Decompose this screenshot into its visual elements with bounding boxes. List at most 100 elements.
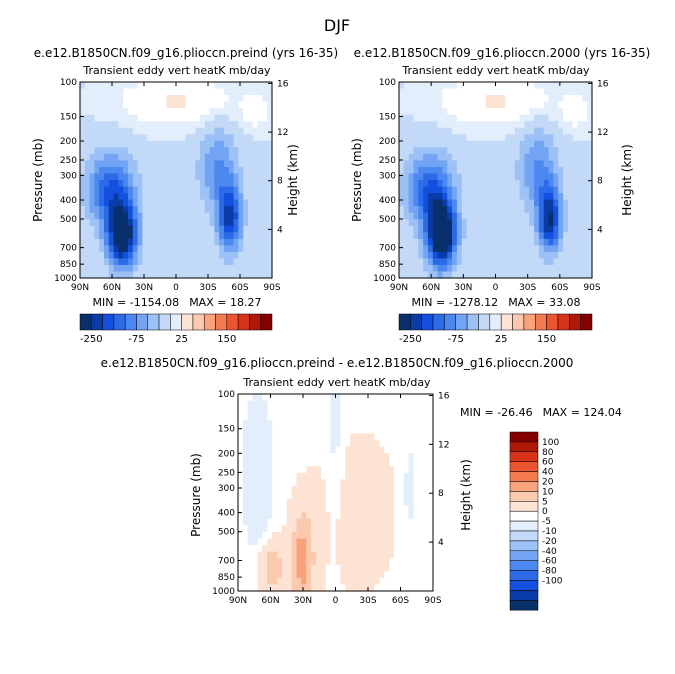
field-cell [214, 206, 220, 214]
field-cell [340, 492, 346, 500]
field-cell [152, 82, 158, 90]
field-cell [524, 82, 530, 90]
field-cell [286, 433, 293, 441]
x-tick-label: 60S [551, 283, 568, 293]
field-cell [94, 82, 100, 90]
field-cell [529, 140, 535, 148]
field-cell [355, 492, 361, 500]
field-cell [94, 264, 100, 273]
field-cell [190, 219, 196, 227]
field-cell [267, 499, 273, 507]
field-cell [427, 101, 434, 109]
field-cell [403, 206, 410, 214]
field-cell [209, 245, 215, 253]
field-cell [156, 238, 163, 246]
field-cell [447, 121, 453, 129]
field-cell [534, 186, 540, 194]
field-cell [306, 453, 312, 461]
field-cell [242, 453, 249, 461]
field-cell [94, 166, 100, 175]
field-cell [437, 238, 444, 246]
field-cell [413, 245, 419, 253]
field-cell [384, 531, 390, 540]
field-cell [345, 564, 351, 572]
field-cell [142, 180, 148, 188]
field-cell [461, 160, 468, 168]
colorbar-box [509, 540, 539, 552]
field-cell [534, 212, 540, 220]
field-cell [233, 245, 239, 253]
field-cell [524, 232, 530, 240]
field-cell [428, 472, 434, 480]
field-cell [355, 433, 361, 441]
field-cell [529, 271, 535, 279]
field-cell [171, 88, 177, 96]
field-cell [257, 558, 263, 566]
field-cell [320, 492, 327, 500]
field-cell [238, 245, 244, 253]
x-tick-label: 60S [231, 283, 248, 293]
field-cell [281, 525, 288, 533]
field-cell [389, 571, 395, 579]
x-tick-label: 30N [454, 283, 472, 293]
field-cell [316, 407, 322, 415]
field-cell [330, 394, 337, 402]
field-cell [267, 114, 273, 122]
field-cell [281, 577, 288, 586]
field-cell [99, 245, 105, 253]
field-cell [490, 134, 497, 142]
field-cell [214, 180, 220, 188]
field-cell [152, 251, 158, 259]
field-cell [558, 173, 564, 181]
field-cell [364, 518, 371, 526]
field-cell [301, 518, 307, 526]
field-cell [335, 564, 341, 572]
field-cell [413, 545, 419, 553]
field-cell [379, 525, 385, 533]
field-cell [423, 545, 429, 553]
field-cell [267, 453, 273, 461]
field-cell [238, 485, 244, 494]
field-cell [399, 232, 405, 240]
x-tick-label: 60N [261, 596, 279, 606]
field-cell [242, 492, 249, 500]
field-cell [118, 225, 124, 233]
field-cell [461, 95, 468, 103]
field-cell [447, 245, 453, 253]
field-cell [437, 199, 444, 207]
field-cell [538, 206, 545, 214]
field-cell [399, 271, 405, 279]
field-cell [423, 446, 429, 454]
field-cell [374, 558, 380, 566]
field-cell [543, 264, 550, 273]
field-cell [563, 264, 569, 273]
field-cell [113, 186, 119, 194]
field-cell [104, 264, 110, 273]
field-cell [423, 251, 429, 259]
field-cell [224, 238, 230, 246]
field-cell [316, 525, 322, 533]
field-cell [248, 212, 254, 220]
field-cell [320, 407, 327, 415]
field-cell [399, 193, 405, 201]
field-cell [403, 166, 410, 175]
field-cell [519, 127, 526, 135]
field-cell [519, 271, 526, 279]
field-cell [238, 577, 244, 586]
field-cell [224, 173, 230, 181]
field-cell [548, 160, 554, 168]
field-cell [190, 121, 196, 129]
field-cell [252, 134, 259, 142]
field-cell [369, 413, 376, 421]
field-cell [248, 101, 254, 109]
field-cell [99, 127, 105, 135]
field-cell [340, 545, 346, 553]
y-tick-label: 700 [379, 244, 396, 254]
field-cell [99, 88, 105, 96]
field-cell [389, 439, 395, 448]
field-cell [403, 453, 410, 461]
field-cell [364, 531, 371, 540]
field-cell [529, 245, 535, 253]
field-cell [257, 258, 263, 266]
field-cell [437, 160, 444, 168]
